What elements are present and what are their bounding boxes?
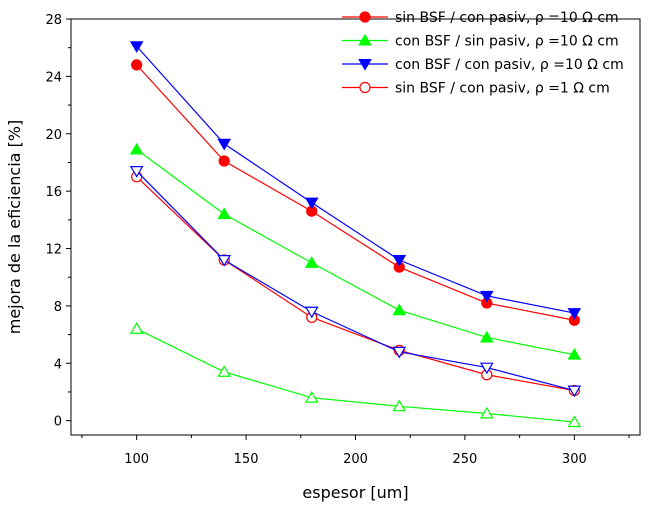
x-axis-label: espesor [um] xyxy=(302,483,408,502)
y-tick-label: 0 xyxy=(54,415,62,430)
legend-marker xyxy=(358,33,372,46)
series-3 xyxy=(129,41,582,320)
series-line xyxy=(136,149,575,356)
data-point xyxy=(392,254,407,267)
legend-label: con BSF / con pasiv, ρ =10 Ω cm xyxy=(395,57,624,73)
series-2 xyxy=(129,142,582,360)
series-line xyxy=(136,45,575,314)
data-point xyxy=(479,406,494,419)
axis-ticks: 100 150 200 250 300 0 4 8 12 16 20 24 28 xyxy=(45,13,630,467)
legend-label: sin BSF / con pasiv, ρ =10 Ω cm xyxy=(395,10,619,26)
legend-item: sin BSF / con pasiv, ρ =10 Ω cm xyxy=(342,10,619,26)
data-point xyxy=(567,415,582,428)
legend-label: con BSF / sin pasiv, ρ =10 Ω cm xyxy=(395,34,619,50)
series-1 xyxy=(131,59,580,326)
legend-marker xyxy=(358,58,372,71)
y-tick-label: 20 xyxy=(45,128,62,143)
data-point xyxy=(304,391,319,403)
legend-item: con BSF / con pasiv, ρ =10 Ω cm xyxy=(342,57,624,73)
data-point xyxy=(304,306,319,319)
series-line xyxy=(136,328,575,423)
y-tick-label: 8 xyxy=(54,300,62,315)
y-tick-label: 12 xyxy=(45,243,62,258)
y-tick-label: 28 xyxy=(45,13,62,28)
data-point xyxy=(392,399,407,412)
data-point xyxy=(567,385,582,398)
legend-item: sin BSF / con pasiv, ρ =1 Ω cm xyxy=(342,81,610,97)
series-5 xyxy=(129,322,582,428)
legend-label: sin BSF / con pasiv, ρ =1 Ω cm xyxy=(395,81,610,97)
data-point xyxy=(392,303,407,316)
series-line xyxy=(136,64,575,321)
x-tick-label: 100 xyxy=(124,452,149,467)
x-tick-label: 250 xyxy=(453,452,478,467)
x-tick-label: 300 xyxy=(562,452,587,467)
y-tick-label: 16 xyxy=(45,185,62,200)
legend-item: con BSF / sin pasiv, ρ =10 Ω cm xyxy=(342,34,619,50)
data-point xyxy=(217,254,232,267)
data-point xyxy=(217,365,232,377)
legend: sin BSF / con pasiv, ρ =10 Ω cm con BSF /… xyxy=(342,10,624,97)
x-tick-label: 200 xyxy=(343,452,368,467)
data-point xyxy=(129,166,144,178)
x-tick-label: 150 xyxy=(234,452,259,467)
legend-marker xyxy=(359,81,371,94)
legend-marker xyxy=(359,11,371,23)
data-point xyxy=(479,362,494,375)
data-point xyxy=(217,207,232,220)
data-point xyxy=(304,256,319,268)
series-layer xyxy=(129,41,582,428)
data-point xyxy=(479,330,494,343)
y-axis-label: mejora de la eficiencia [%] xyxy=(5,120,24,335)
data-point xyxy=(129,142,144,155)
series-6 xyxy=(129,166,582,398)
series-line xyxy=(136,176,575,392)
data-point xyxy=(392,346,407,359)
y-tick-label: 4 xyxy=(54,357,62,372)
data-point xyxy=(479,290,494,303)
data-point xyxy=(129,322,144,334)
data-point xyxy=(217,138,232,151)
data-point xyxy=(131,59,143,71)
data-point xyxy=(129,41,144,53)
data-point xyxy=(218,155,230,167)
data-point xyxy=(567,308,582,320)
series-line xyxy=(136,170,575,392)
series-4 xyxy=(131,171,580,397)
y-tick-label: 24 xyxy=(45,70,62,85)
data-point xyxy=(567,347,582,360)
data-point xyxy=(304,197,319,210)
